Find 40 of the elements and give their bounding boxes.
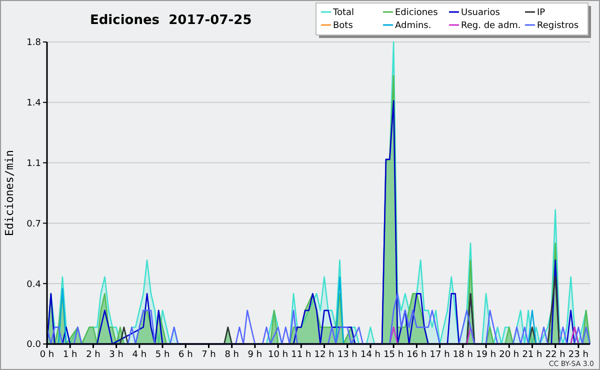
legend-label: Reg. de adm. [461,21,521,32]
x-tick-label: 14 h [360,350,381,360]
x-tick-label: 17 h [430,350,450,360]
legend-label: Ediciones [395,8,438,18]
x-tick-label: 9 h [248,350,262,360]
x-tick-label: 4 h [132,350,147,360]
x-tick-label: 8 h [224,350,239,360]
x-tick-label: 0 h [40,350,54,360]
x-tick-label: 3 h [109,350,124,360]
legend-label: Registros [537,21,579,32]
x-tick-label: 22 h [545,350,566,360]
x-tick-label: 7 h [202,350,216,360]
legend-label: Usuarios [461,8,500,18]
y-tick-label: 1.4 [26,98,42,109]
x-tick-label: 13 h [337,350,358,360]
y-tick-label: 0.4 [26,280,42,290]
x-tick-label: 15 h [384,350,404,360]
chart-title: Ediciones 2017-07-25 [90,13,252,28]
x-tick-label: 6 h [178,350,193,360]
x-tick-label: 18 h [452,350,473,360]
x-tick-label: 5 h [155,350,170,360]
x-tick-label: 21 h [522,350,542,360]
x-tick-label: 11 h [291,350,312,360]
y-tick-label: 0.0 [26,340,42,350]
x-tick-label: 10 h [268,350,288,360]
legend-label: IP [537,8,546,18]
y-tick-label: 1.1 [26,158,41,169]
x-tick-label: 12 h [314,350,334,360]
x-tick-label: 2 h [86,350,100,360]
x-tick-label: 20 h [499,350,520,360]
legend-label: Total [332,8,354,18]
x-tick-label: 23 h [568,350,588,360]
y-tick-label: 0.7 [26,219,41,230]
x-tick-label: 19 h [476,350,496,360]
y-tick-label: 1.8 [26,38,42,48]
x-tick-label: 16 h [406,350,427,360]
y-axis-title: Ediciones/min [3,150,16,236]
legend-label: Admins. [395,21,432,32]
x-tick-label: 1 h [62,350,78,360]
legend-label: Bots [333,21,354,32]
